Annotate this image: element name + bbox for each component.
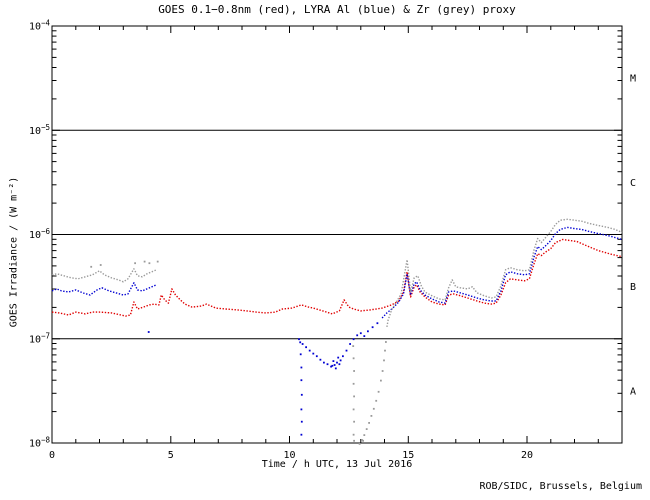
- x-axis-ticks: [51, 26, 623, 443]
- credit-text: ROB/SIDC, Brussels, Belgium: [479, 481, 642, 492]
- y-tick-labels: 10−4 10−5 10−6 10−7 10−8: [29, 19, 51, 450]
- lyra-al-proxy-series: [51, 226, 623, 436]
- y-axis-ticks: [52, 25, 622, 444]
- svg-text:15: 15: [402, 450, 414, 461]
- goes-0-1-0-8nm-series: [51, 238, 623, 317]
- svg-text:10−7: 10−7: [29, 331, 50, 345]
- svg-text:20: 20: [521, 450, 533, 461]
- svg-text:5: 5: [168, 450, 174, 461]
- svg-text:0: 0: [49, 450, 55, 461]
- svg-text:B: B: [630, 282, 636, 293]
- plot-title: GOES 0.1−0.8nm (red), LYRA Al (blue) & Z…: [158, 3, 516, 16]
- flare-threshold-lines: [52, 129, 622, 340]
- svg-text:C: C: [630, 178, 636, 189]
- x-axis-label: Time / h UTC, 13 Jul 2016: [261, 459, 413, 470]
- svg-text:10: 10: [283, 450, 295, 461]
- x-tick-labels: 0 5 10 15 20: [49, 450, 533, 461]
- svg-text:10−4: 10−4: [29, 19, 51, 33]
- svg-text:10−5: 10−5: [29, 123, 50, 137]
- svg-text:10−8: 10−8: [29, 436, 51, 450]
- svg-text:10−6: 10−6: [29, 227, 51, 241]
- svg-text:A: A: [630, 386, 636, 397]
- flare-class-labels: M C B A: [630, 74, 636, 398]
- svg-text:M: M: [630, 74, 636, 85]
- lyra-zr-proxy-series: [51, 218, 623, 445]
